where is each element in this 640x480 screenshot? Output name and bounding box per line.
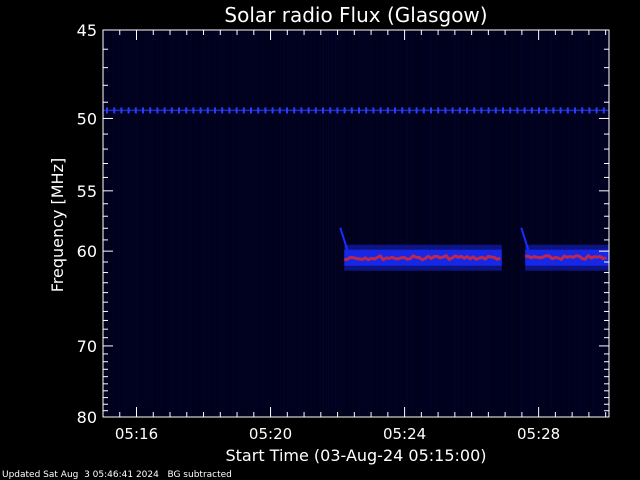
interference-mark <box>221 107 224 114</box>
interference-mark <box>394 107 396 114</box>
interference-mark <box>142 107 144 114</box>
y-axis: 45 50 55 60 70 80 <box>77 21 609 427</box>
interference-mark <box>530 107 533 114</box>
interference-mark <box>581 107 584 114</box>
updated-timestamp: Updated Sat Aug 3 05:46:41 2024 <box>2 470 159 480</box>
interference-mark <box>156 107 159 114</box>
interference-mark <box>602 107 605 114</box>
interference-mark <box>257 107 260 114</box>
interference-mark <box>502 107 504 114</box>
interference-mark <box>192 107 195 114</box>
interference-mark <box>415 107 418 114</box>
interference-mark <box>127 107 130 114</box>
x-tick-label: 05:24 <box>383 425 426 443</box>
interference-mark <box>149 107 152 114</box>
interference-mark <box>545 107 548 114</box>
plot-area <box>103 30 609 417</box>
y-tick-label: 50 <box>77 109 97 128</box>
interference-mark <box>451 107 454 114</box>
y-axis-label: Frequency [MHz] <box>48 158 67 292</box>
interference-mark <box>365 107 368 114</box>
interference-mark <box>163 107 166 114</box>
interference-mark <box>473 107 476 114</box>
interference-mark <box>566 107 569 114</box>
interference-mark <box>178 107 180 114</box>
y-tick-label: 60 <box>77 242 97 261</box>
interference-mark <box>322 107 324 114</box>
interference-mark <box>466 107 468 114</box>
background-note: BG subtracted <box>167 470 232 480</box>
y-tick-label: 45 <box>77 21 97 40</box>
interference-mark <box>437 107 440 114</box>
x-axis-label: Start Time (03-Aug-24 05:15:00) <box>226 446 487 465</box>
interference-mark <box>574 107 576 114</box>
interference-mark <box>358 107 360 114</box>
y-tick-label: 80 <box>77 408 97 427</box>
interference-mark <box>552 107 555 114</box>
interference-mark <box>480 107 483 114</box>
interference-mark <box>343 107 346 114</box>
interference-mark <box>372 107 375 114</box>
interference-mark <box>422 107 425 114</box>
interference-mark <box>293 107 296 114</box>
x-tick-label: 05:16 <box>115 425 158 443</box>
interference-mark <box>250 107 252 114</box>
interference-mark <box>494 107 497 114</box>
interference-mark <box>444 107 447 114</box>
interference-mark <box>106 107 108 114</box>
x-tick-label: 05:28 <box>517 425 560 443</box>
interference-mark <box>408 107 411 114</box>
chart-title: Solar radio Flux (Glasgow) <box>224 3 487 27</box>
x-axis: 05:16 05:20 05:24 05:28 <box>102 30 607 443</box>
interference-mark <box>336 107 339 114</box>
interference-mark <box>134 107 137 114</box>
interference-mark <box>113 107 116 114</box>
interference-mark <box>509 107 512 114</box>
interference-mark <box>559 107 562 114</box>
interference-mark <box>170 107 173 114</box>
emission-onset-streak <box>339 227 349 251</box>
interference-mark <box>185 107 188 114</box>
y-tick-label: 55 <box>77 182 97 201</box>
interference-mark <box>120 107 123 114</box>
interference-mark <box>242 107 245 114</box>
interference-mark <box>206 107 209 114</box>
plot-frame <box>102 29 610 418</box>
interference-mark <box>271 107 274 114</box>
interference-mark <box>588 107 591 114</box>
interference-mark <box>523 107 526 114</box>
interference-mark <box>516 107 519 114</box>
interference-mark <box>300 107 303 114</box>
x-tick-label: 05:20 <box>249 425 292 443</box>
interference-mark <box>214 107 216 114</box>
interference-mark <box>278 107 281 114</box>
interference-mark <box>538 107 540 114</box>
interference-mark <box>329 107 332 114</box>
status-footer: Updated Sat Aug 3 05:46:41 2024 BG subtr… <box>2 470 232 480</box>
emission-band-core <box>344 253 501 262</box>
interference-mark <box>235 107 238 114</box>
emission-band-core <box>525 253 607 262</box>
emission-onset-streak <box>520 227 530 251</box>
interference-mark <box>307 107 310 114</box>
interference-mark <box>379 107 382 114</box>
y-tick-label: 70 <box>77 337 97 356</box>
interference-mark <box>286 107 288 114</box>
plot-background <box>103 30 609 417</box>
interference-mark <box>386 107 389 114</box>
interference-mark <box>350 107 353 114</box>
interference-mark <box>430 107 432 114</box>
emission-features <box>103 107 609 271</box>
interference-mark <box>314 107 317 114</box>
interference-mark <box>228 107 231 114</box>
interference-mark <box>458 107 461 114</box>
interference-mark <box>487 107 490 114</box>
interference-mark <box>264 107 267 114</box>
interference-mark <box>199 107 202 114</box>
interference-mark <box>595 107 598 114</box>
interference-mark <box>401 107 404 114</box>
